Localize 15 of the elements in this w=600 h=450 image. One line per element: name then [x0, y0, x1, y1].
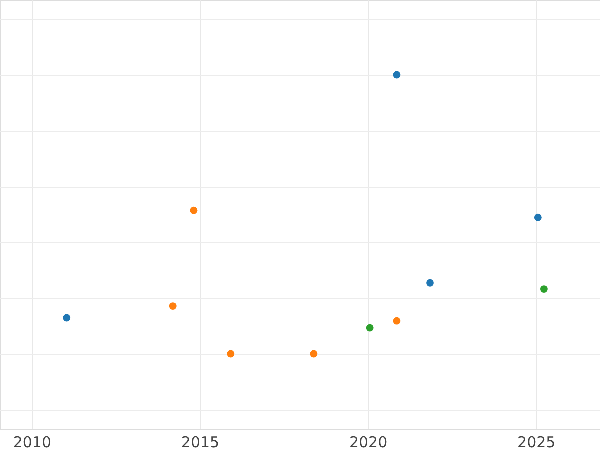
- point: [169, 302, 177, 310]
- x-tick-label: 2010: [13, 434, 52, 450]
- point: [393, 71, 401, 79]
- point: [190, 206, 198, 214]
- point: [534, 214, 542, 222]
- x-tick-label: 2025: [518, 434, 556, 450]
- x-tick-label: 2015: [181, 434, 220, 450]
- point: [426, 279, 434, 287]
- point: [63, 314, 71, 322]
- point: [366, 324, 374, 332]
- point: [540, 286, 548, 293]
- point: [310, 350, 318, 358]
- point: [227, 350, 235, 358]
- x-tick-label: 2020: [349, 434, 388, 450]
- point: [393, 317, 401, 325]
